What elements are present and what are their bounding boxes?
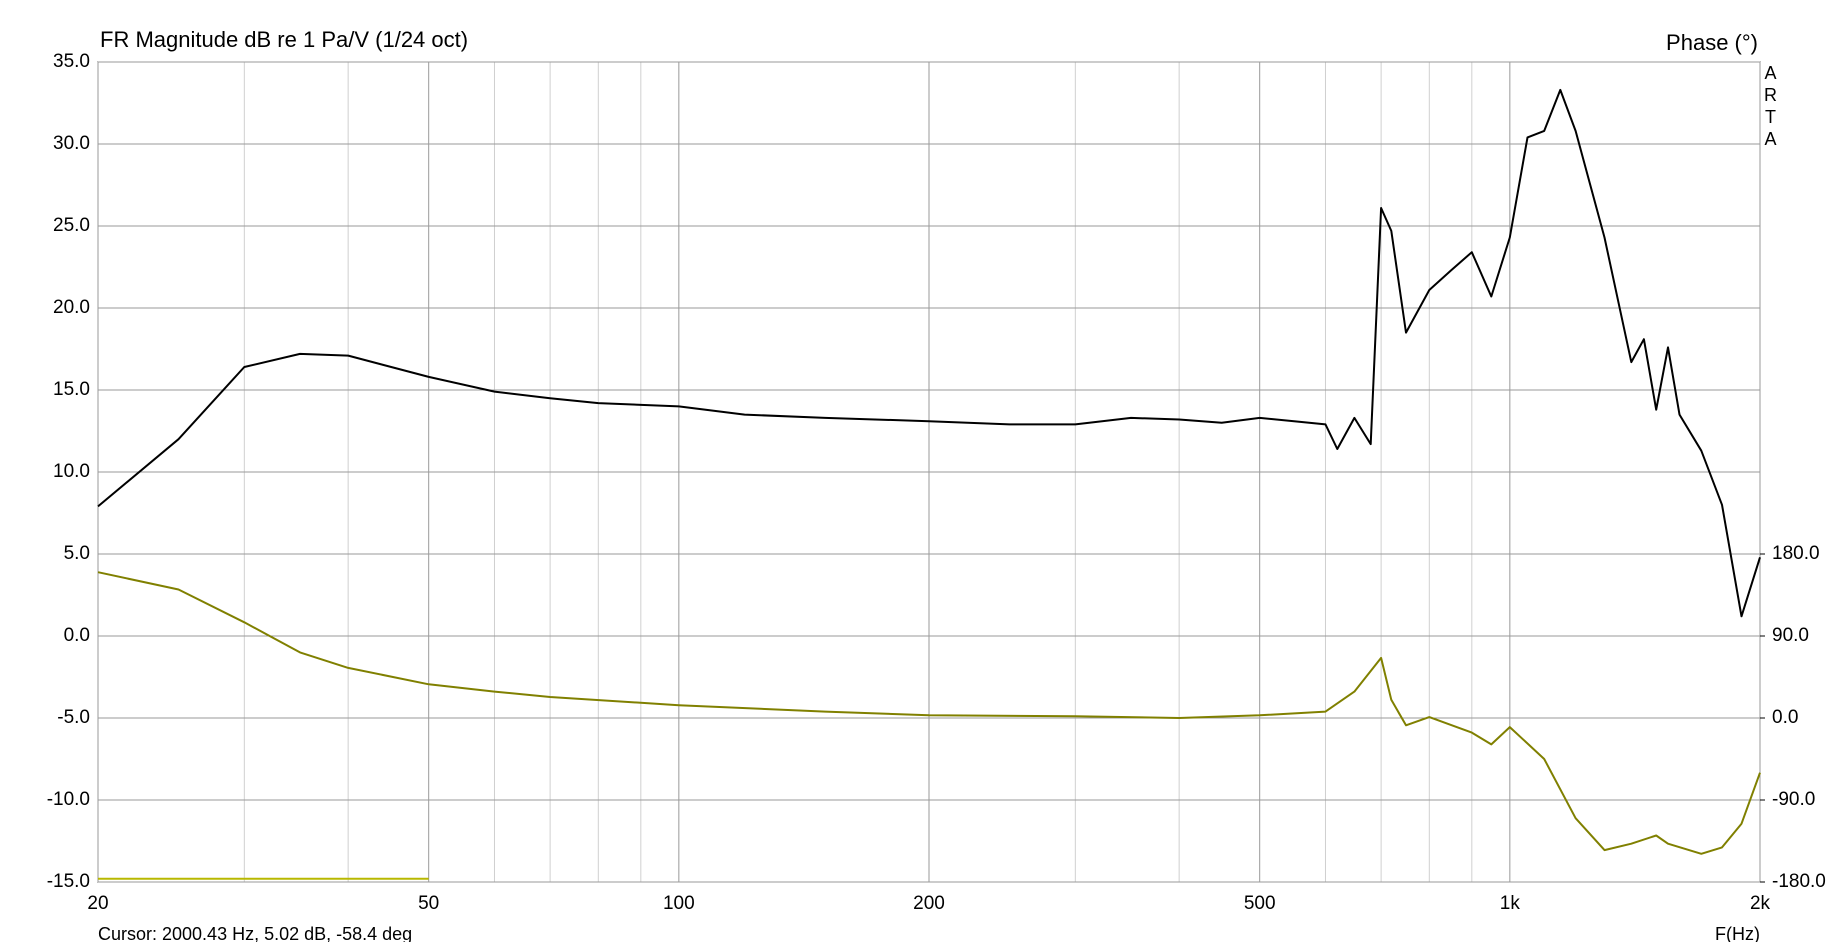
- chart-title: FR Magnitude dB re 1 Pa/V (1/24 oct): [100, 27, 468, 52]
- y-tick-label: 20.0: [53, 297, 90, 318]
- series-line: [97, 88, 1761, 618]
- y-tick-label: 15.0: [53, 379, 90, 400]
- x-tick-label: 100: [663, 893, 695, 914]
- x-tick-label: 2k: [1750, 893, 1771, 914]
- x-tick-label: 500: [1244, 893, 1276, 914]
- y-tick-label: -10.0: [47, 789, 90, 810]
- y-tick-label: 30.0: [53, 133, 90, 154]
- y2-tick-label: -90.0: [1772, 789, 1815, 810]
- x-tick-label: 50: [418, 893, 439, 914]
- y-tick-label: 10.0: [53, 461, 90, 482]
- y2-tick-label: -180.0: [1772, 871, 1826, 892]
- x-axis-title: F(Hz): [1715, 924, 1760, 942]
- y-tick-label: 25.0: [53, 215, 90, 236]
- y2-axis-title: Phase (°): [1666, 30, 1758, 55]
- y-tick-label: -15.0: [47, 871, 90, 892]
- cursor-readout: Cursor: 2000.43 Hz, 5.02 dB, -58.4 deg: [98, 924, 412, 942]
- y-tick-label: 35.0: [53, 51, 90, 72]
- x-tick-label: 20: [87, 893, 108, 914]
- y-tick-label: 5.0: [64, 543, 90, 564]
- x-tick-label: 200: [913, 893, 945, 914]
- y-tick-label: 0.0: [64, 625, 90, 646]
- watermark: ARTA: [1764, 63, 1777, 149]
- series-line: [97, 571, 1761, 855]
- y2-tick-label: 0.0: [1772, 707, 1798, 728]
- y2-tick-label: 180.0: [1772, 543, 1820, 564]
- x-tick-label: 1k: [1500, 893, 1521, 914]
- y2-tick-label: 90.0: [1772, 625, 1809, 646]
- y-tick-label: -5.0: [57, 707, 90, 728]
